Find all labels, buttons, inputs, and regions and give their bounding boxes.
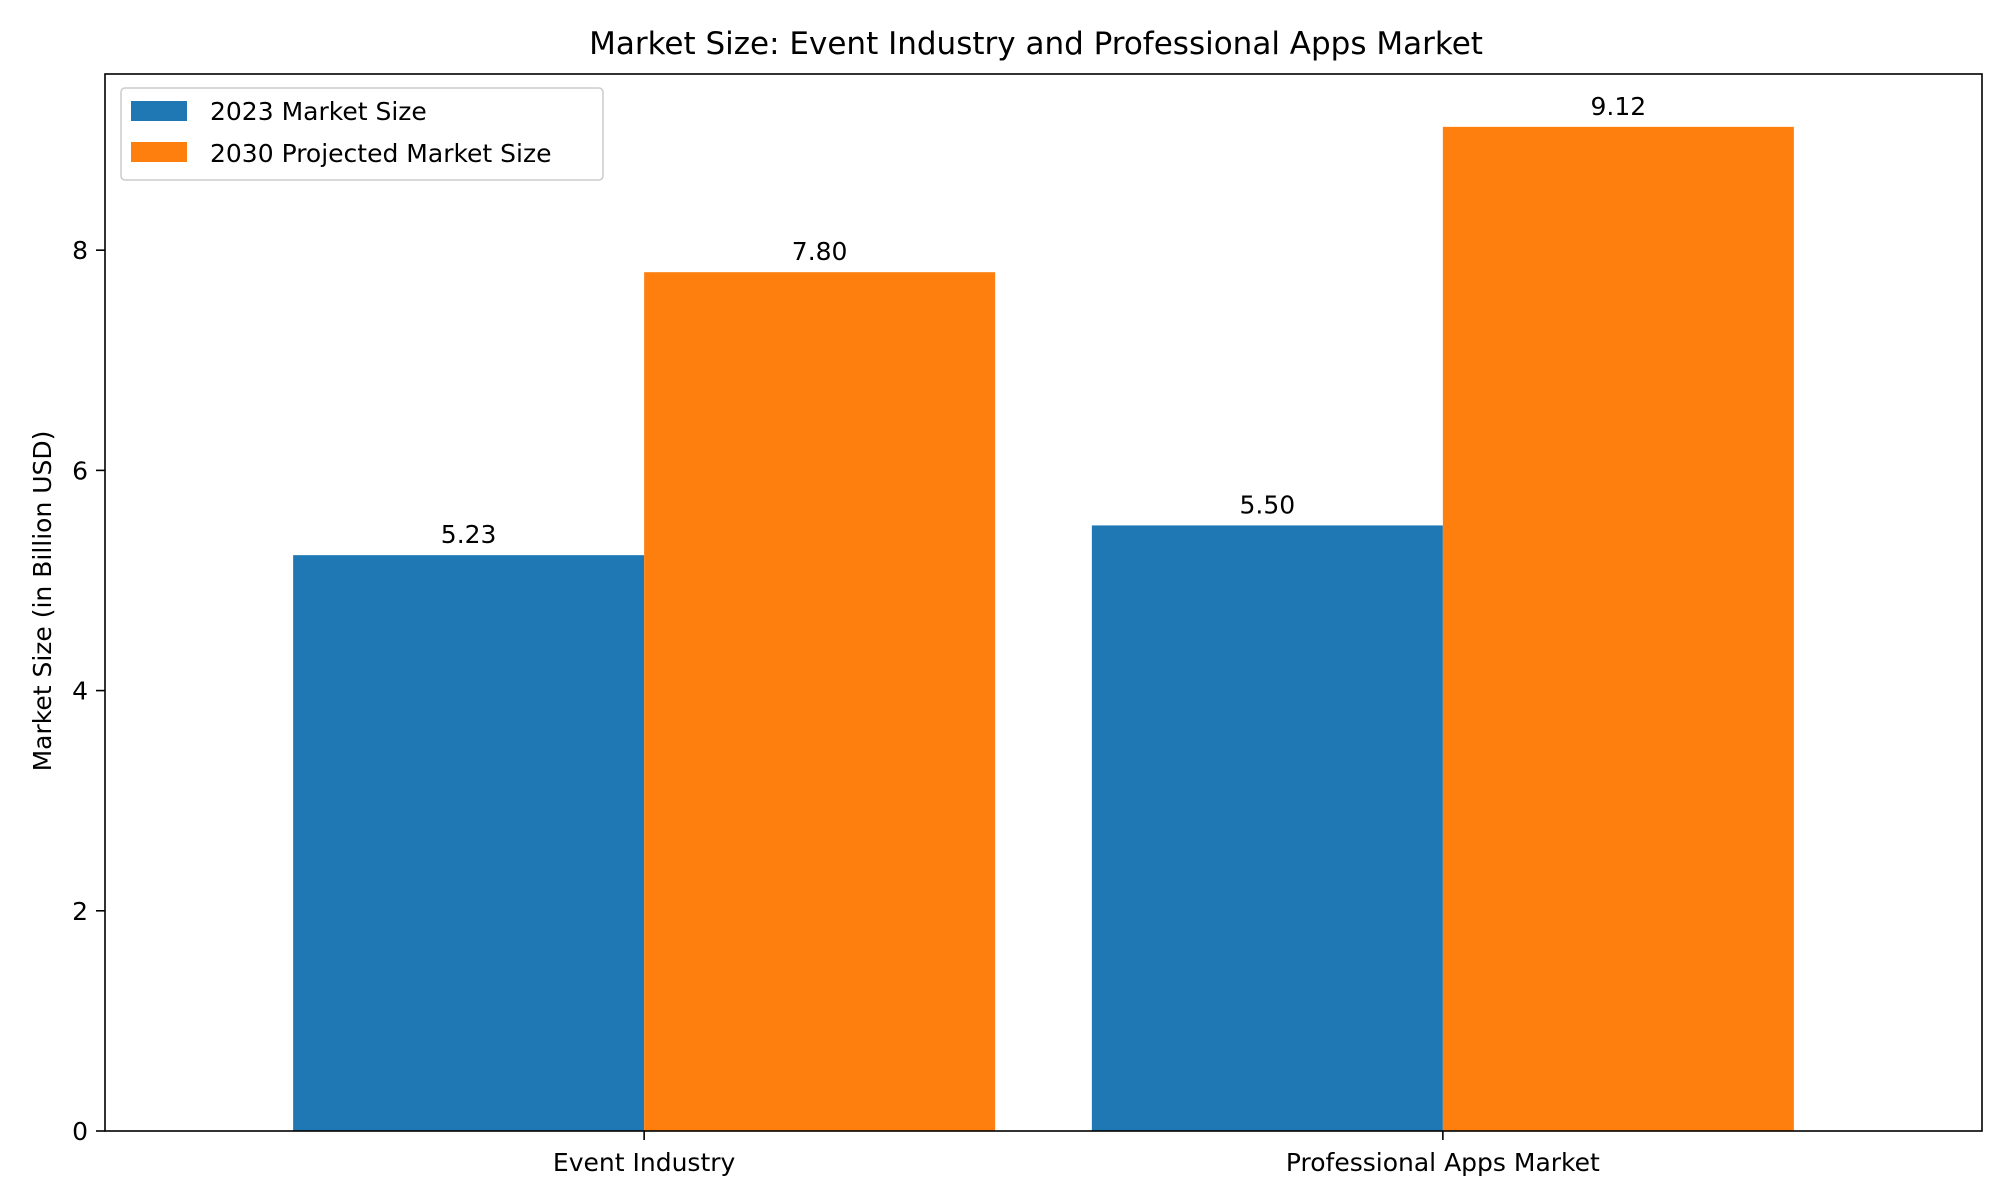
y-tick-label: 8: [72, 236, 88, 265]
y-tick-label: 2: [72, 897, 88, 926]
bar-professional-apps-market-2023-market-size: [1091, 525, 1443, 1131]
value-label-professional-apps-market-2023-market-size: 5.50: [1240, 490, 1296, 519]
bars-layer: [293, 126, 1794, 1132]
axes-layer: 0 2 4 6 8 Event Industry Professional Apps Mar…: [72, 73, 1983, 1177]
x-tick-label-event-industry: Event Industry: [553, 1148, 736, 1177]
bar-event-industry-2023-market-size: [293, 555, 645, 1131]
legend-swatch-2030-projected-market-size: [131, 142, 187, 162]
y-tick-label: 0: [72, 1117, 88, 1146]
legend-label-2030-projected-market-size: 2030 Projected Market Size: [210, 139, 552, 168]
bar-professional-apps-market-2030-projected-market-size: [1442, 126, 1794, 1132]
value-label-event-industry-2023-market-size: 5.23: [441, 520, 497, 549]
legend-swatch-2023-market-size: [131, 101, 187, 121]
x-tick-label-professional-apps-market: Professional Apps Market: [1286, 1148, 1600, 1177]
legend-label-2023-market-size: 2023 Market Size: [210, 97, 427, 126]
legend: 2023 Market Size 2030 Projected Market S…: [120, 87, 604, 181]
y-axis-label: Market Size (in Billion USD): [28, 431, 57, 772]
y-tick-label: 4: [72, 677, 88, 706]
chart-title: Market Size: Event Industry and Professi…: [589, 26, 1483, 62]
value-label-professional-apps-market-2030-projected-market-size: 9.12: [1591, 92, 1647, 121]
bar-event-industry-2030-projected-market-size: [644, 272, 996, 1131]
plot-frame: [104, 73, 1983, 1132]
legend-box: [120, 87, 604, 181]
y-tick-label: 6: [72, 456, 88, 485]
value-labels-layer: 5.23 7.80 5.50 9.12: [441, 92, 1646, 549]
value-label-event-industry-2030-projected-market-size: 7.80: [792, 237, 848, 266]
